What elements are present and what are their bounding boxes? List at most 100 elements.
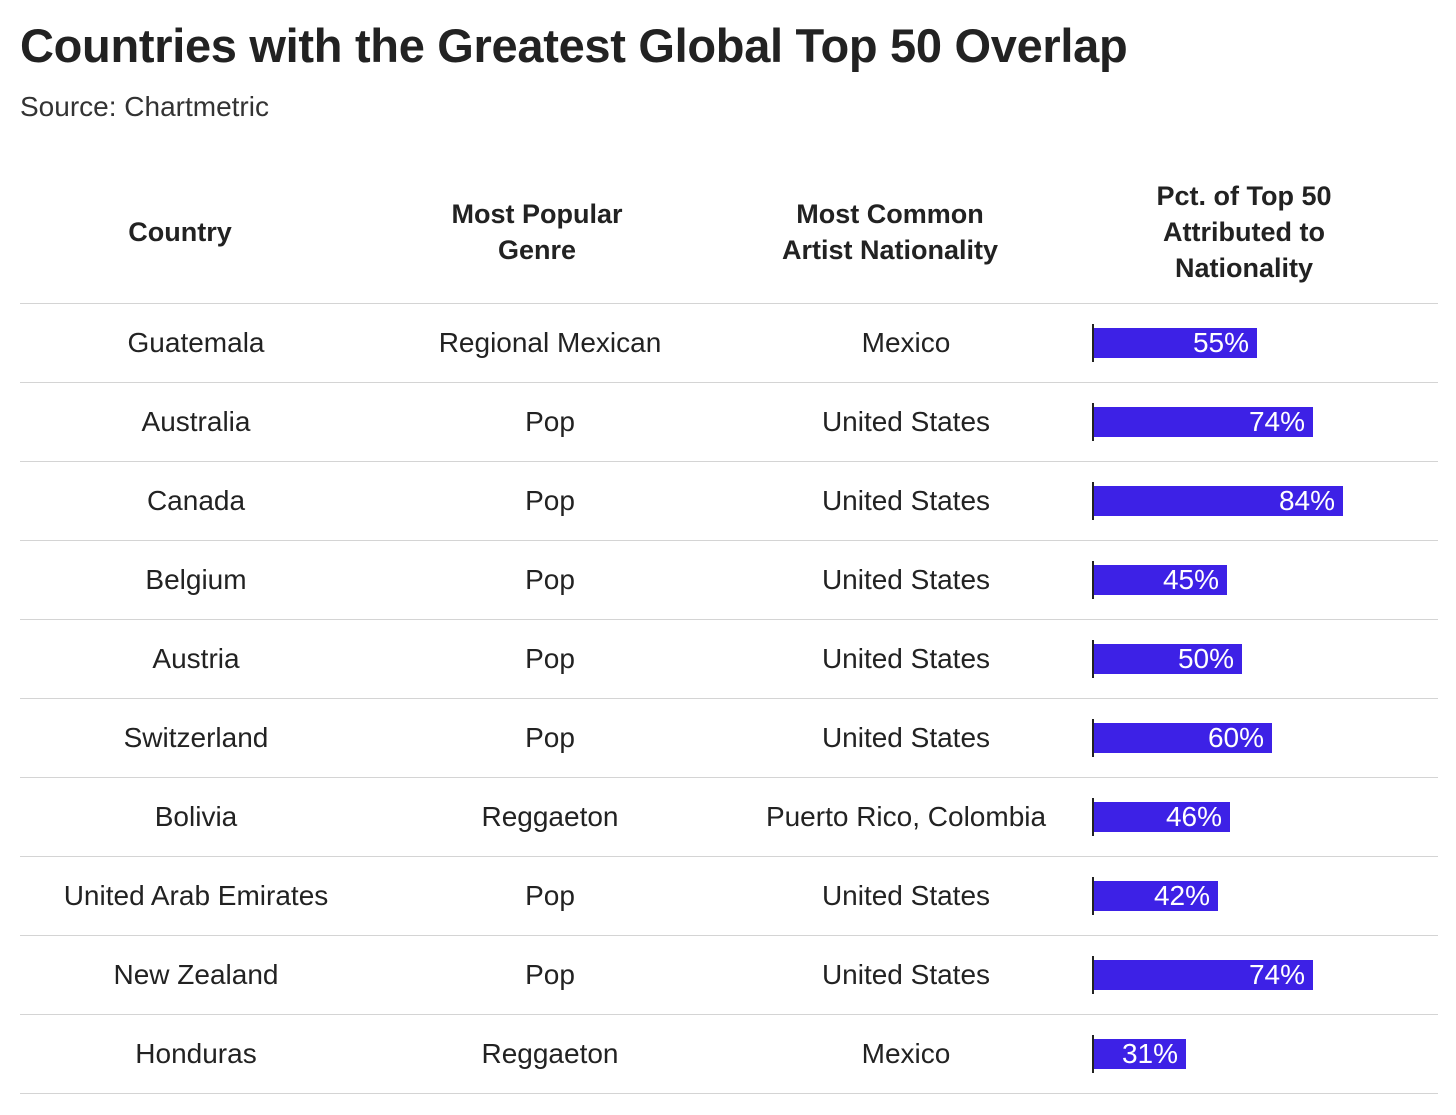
pct-bar: 74% <box>1094 960 1313 990</box>
cell-nationality-text: United States <box>821 959 991 990</box>
cell-country-text: Guatemala <box>127 327 265 358</box>
cell-country: Guatemala <box>20 304 372 382</box>
table-row: Switzerland Pop United States 60% <box>20 699 1438 778</box>
cell-country-text: Belgium <box>145 564 247 595</box>
pct-bar: 31% <box>1094 1039 1186 1069</box>
header-genre-line2: Genre <box>497 235 577 265</box>
cell-nationality-text: United States <box>821 406 991 437</box>
pct-bar: 55% <box>1094 328 1257 358</box>
cell-nationality-text: Mexico <box>861 1038 951 1069</box>
cell-nationality-text: United States <box>821 722 991 753</box>
cell-country-text: Switzerland <box>123 722 269 753</box>
cell-nationality: United States <box>728 857 1084 935</box>
cell-country-text: Bolivia <box>154 801 238 832</box>
header-rule <box>20 303 1438 304</box>
cell-genre-text: Pop <box>525 880 575 911</box>
cell-nationality: United States <box>728 383 1084 461</box>
bar-baseline <box>1092 719 1094 757</box>
cell-genre: Pop <box>372 857 728 935</box>
pct-bar-label: 45% <box>1162 564 1219 595</box>
chart-title: Countries with the Greatest Global Top 5… <box>20 19 1128 72</box>
table-row: Belgium Pop United States 45% <box>20 541 1438 620</box>
bar-baseline <box>1092 403 1094 441</box>
cell-genre-text: Pop <box>525 406 575 437</box>
cell-nationality: United States <box>728 620 1084 698</box>
cell-country: Switzerland <box>20 699 372 777</box>
table-row: New Zealand Pop United States 74% <box>20 936 1438 1015</box>
bar-baseline <box>1092 1035 1094 1073</box>
pct-bar-label: 84% <box>1278 485 1335 516</box>
cell-genre-text: Regional Mexican <box>438 327 662 358</box>
cell-nationality-text: United States <box>821 485 991 516</box>
header-nationality: Most Common Artist Nationality <box>728 160 1052 304</box>
table-row: Bolivia Reggaeton Puerto Rico, Colombia 46% <box>20 778 1438 857</box>
cell-nationality: United States <box>728 699 1084 777</box>
cell-nationality: United States <box>728 936 1084 1014</box>
cell-genre: Pop <box>372 936 728 1014</box>
cell-genre: Pop <box>372 620 728 698</box>
cell-country-text: New Zealand <box>113 959 279 990</box>
chart-source: Source: Chartmetric <box>20 91 269 122</box>
cell-nationality: United States <box>728 462 1084 540</box>
bar-baseline <box>1092 798 1094 836</box>
cell-nationality-text: United States <box>821 564 991 595</box>
cell-country-text: Austria <box>152 643 240 674</box>
cell-genre: Pop <box>372 541 728 619</box>
cell-country: Canada <box>20 462 372 540</box>
cell-genre: Pop <box>372 383 728 461</box>
header-genre-line1: Most Popular <box>451 199 623 229</box>
cell-genre-text: Pop <box>525 722 575 753</box>
cell-nationality: United States <box>728 541 1084 619</box>
pct-bar-label: 42% <box>1153 880 1210 911</box>
table-row: Honduras Reggaeton Mexico 31% <box>20 1015 1438 1094</box>
cell-genre: Pop <box>372 699 728 777</box>
cell-nationality-text: United States <box>821 880 991 911</box>
cell-nationality: Mexico <box>728 304 1084 382</box>
cell-country-text: Australia <box>141 406 251 437</box>
cell-country-text: Honduras <box>135 1038 257 1069</box>
cell-country-text: Canada <box>146 485 246 516</box>
pct-bar-label: 46% <box>1165 801 1222 832</box>
cell-nationality: Puerto Rico, Colombia <box>728 778 1084 856</box>
header-pct-line2: Attributed to <box>1163 217 1325 247</box>
header-pct-line1: Pct. of Top 50 <box>1156 181 1332 211</box>
cell-genre-text: Pop <box>525 643 575 674</box>
pct-bar: 50% <box>1094 644 1242 674</box>
pct-bar-label: 31% <box>1121 1038 1178 1069</box>
table-row: Canada Pop United States 84% <box>20 462 1438 541</box>
cell-country: Belgium <box>20 541 372 619</box>
pct-bar: 42% <box>1094 881 1218 911</box>
header-nationality-line1: Most Common <box>796 199 984 229</box>
table-row: Austria Pop United States 50% <box>20 620 1438 699</box>
pct-bar: 74% <box>1094 407 1313 437</box>
cell-nationality-text: United States <box>821 643 991 674</box>
cell-genre: Regional Mexican <box>372 304 728 382</box>
pct-bar: 84% <box>1094 486 1343 516</box>
pct-bar: 45% <box>1094 565 1227 595</box>
cell-genre: Reggaeton <box>372 778 728 856</box>
pct-bar-label: 60% <box>1207 722 1264 753</box>
table-row: Guatemala Regional Mexican Mexico 55% <box>20 304 1438 383</box>
header-country: Country <box>20 160 340 304</box>
bar-baseline <box>1092 877 1094 915</box>
cell-country: New Zealand <box>20 936 372 1014</box>
header-nationality-line2: Artist Nationality <box>781 235 999 265</box>
pct-bar: 60% <box>1094 723 1272 753</box>
pct-bar: 46% <box>1094 802 1230 832</box>
pct-bar-label: 74% <box>1248 406 1305 437</box>
bar-baseline <box>1092 561 1094 599</box>
cell-genre-text: Pop <box>525 485 575 516</box>
cell-genre-text: Reggaeton <box>481 801 619 832</box>
cell-genre: Pop <box>372 462 728 540</box>
cell-genre-text: Pop <box>525 959 575 990</box>
header-country-label: Country <box>128 217 232 247</box>
cell-genre-text: Reggaeton <box>481 1038 619 1069</box>
cell-country: Bolivia <box>20 778 372 856</box>
header-pct: Pct. of Top 50 Attributed to Nationality <box>1084 160 1404 304</box>
cell-genre: Reggaeton <box>372 1015 728 1093</box>
bar-baseline <box>1092 482 1094 520</box>
bar-baseline <box>1092 640 1094 678</box>
cell-country-text: United Arab Emirates <box>63 880 329 911</box>
table-row: United Arab Emirates Pop United States 42% <box>20 857 1438 936</box>
pct-bar-label: 74% <box>1248 959 1305 990</box>
